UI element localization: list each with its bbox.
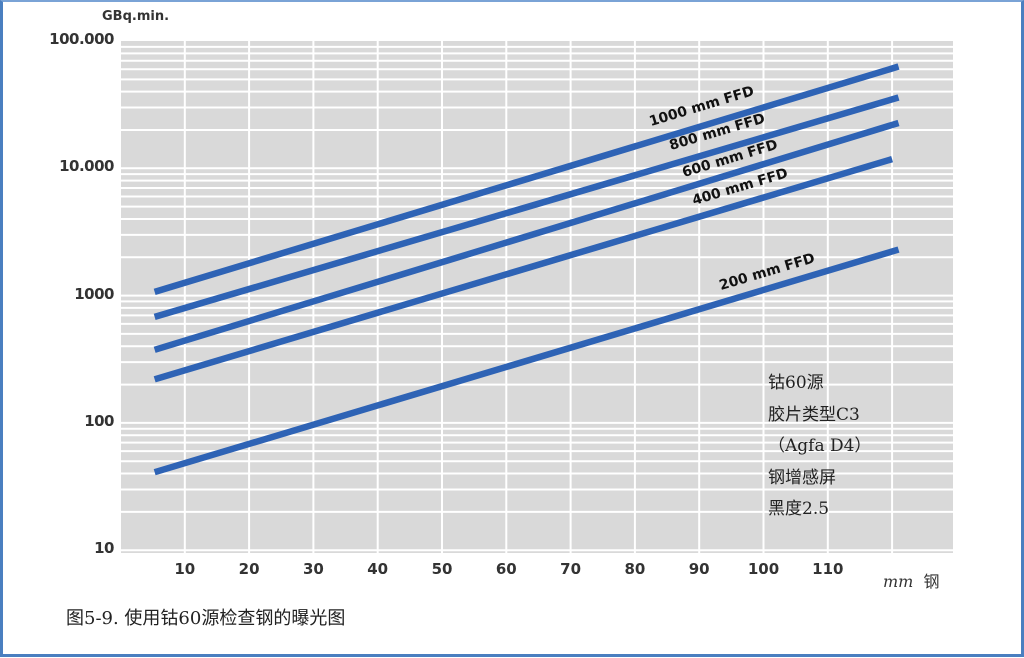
annotation-line: 黑度2.5: [768, 499, 830, 519]
x-tick-label: 110: [812, 560, 844, 578]
y-tick-label: 10: [94, 539, 114, 558]
series-line: [153, 63, 900, 295]
x-tick-label: 20: [238, 560, 260, 578]
x-tick-label: 40: [367, 560, 389, 578]
y-tick-label: 1000: [74, 284, 114, 303]
x-axis-unit: mm: [883, 572, 914, 591]
series-line: [153, 94, 900, 321]
x-tick-label: 100: [747, 560, 780, 578]
y-axis-unit-label: GBq.min.: [102, 9, 170, 24]
x-axis-material: 钢: [923, 572, 940, 591]
figure-caption: 图5-9. 使用钴60源检查钢的曝光图: [66, 608, 346, 629]
x-tick-label: 60: [495, 560, 517, 578]
series-line: [153, 246, 900, 476]
y-tick-label: 100.000: [49, 30, 114, 48]
x-tick-label: 10: [174, 560, 196, 578]
annotation-line: 胶片类型C3: [768, 404, 860, 425]
series-line: [153, 156, 894, 383]
x-axis-label: mm 钢: [883, 568, 940, 592]
x-tick-label: 30: [302, 560, 324, 578]
y-tick-label: 100: [84, 411, 114, 430]
x-tick-label: 50: [431, 560, 453, 578]
x-tick-label: 80: [624, 560, 646, 578]
exposure-conditions-annotation: 钴60源胶片类型C3 （Agfa D4） 钢增感屏黑度2.5: [768, 368, 871, 526]
annotation-line: 钴60源: [768, 373, 824, 393]
series-line: [153, 119, 900, 353]
annotation-line: （Agfa D4）: [768, 436, 872, 456]
plot-background: [121, 41, 953, 553]
x-tick-label: 70: [560, 560, 582, 578]
annotation-line: 钢增感屏: [768, 467, 836, 488]
x-tick-label: 90: [688, 560, 710, 578]
y-tick-label: 10.000: [59, 157, 114, 176]
